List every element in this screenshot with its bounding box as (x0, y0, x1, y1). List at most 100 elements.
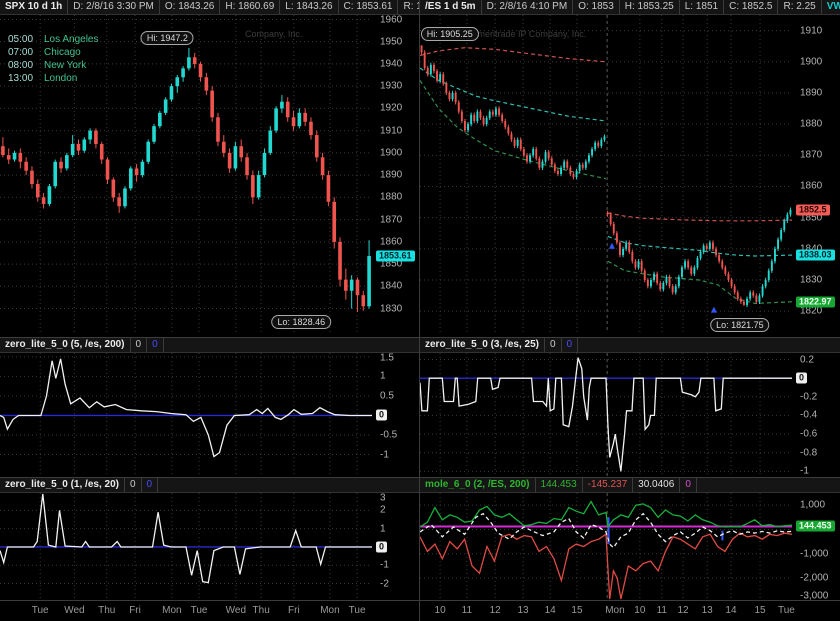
hi-lo-callout: Hi: 1947.2 (140, 31, 194, 46)
es-price-axis[interactable]: 1910 1900 1890 1880 1870 1860 1850 1840 1830 1820… (793, 15, 840, 333)
mole-indicator[interactable] (420, 493, 792, 600)
row-divider-2 (0, 477, 840, 478)
y-axis-label: 1890 (800, 87, 823, 99)
time-axis-label: 14 (544, 605, 556, 616)
hi-lo-callout: Lo: 1828.46 (271, 314, 332, 329)
y-axis-label: 1830 (380, 303, 403, 315)
timezone-time: 05:00 (8, 34, 34, 45)
spx-price-axis[interactable]: 1960 1950 1940 1930 1920 1910 1900 1890 1880 1870… (373, 15, 419, 333)
y-axis-label: 3 (380, 492, 386, 504)
right-time-axis[interactable]: 10 11 12 13 14 15 Mon 10 11 12 13 14 15 Tue (420, 601, 840, 621)
zero-lite-5-axis[interactable]: 1.5 1 0.5 -0.5 -1 0 (373, 353, 419, 476)
y-axis-label: 1830 (800, 274, 823, 286)
header-field: zero_lite_5_0 (1, /es, 20) (0, 478, 125, 492)
y-axis-label: 1860 (380, 236, 403, 248)
y-axis-label: 1850 (800, 212, 823, 224)
timezone-city: New York (44, 60, 87, 71)
y-axis-label: 1850 (380, 258, 403, 270)
time-axis-label: 13 (701, 605, 713, 616)
y-axis-label: 1920 (380, 102, 403, 114)
time-axis-label: Tue (348, 605, 366, 616)
header-field: 0 (562, 338, 579, 352)
price-badge: 1853.61 (376, 250, 415, 262)
row-divider-1 (0, 337, 840, 338)
time-axis-label: 10 (434, 605, 446, 616)
mole-header: mole_6_0 (2, /ES, 200) 144.453 -145.237 30.… (420, 478, 840, 493)
y-axis-label: -1 (380, 449, 389, 461)
price-badge: 0 (796, 372, 808, 384)
zero-lite-3-axis[interactable]: 0.2 -0.2 -0.4 -0.6 -0.8 -1 0 (793, 353, 840, 477)
y-axis-label: 1900 (800, 56, 823, 68)
header-field: 0 (125, 478, 142, 492)
zero-lite-1-axis[interactable]: 3 2 1 -1 -2 0 (373, 493, 419, 600)
y-axis-label: 1910 (380, 125, 403, 137)
y-axis-label: 1900 (380, 147, 403, 159)
time-axis-label: Fri (288, 605, 300, 616)
header-field: H: 1860.69 (220, 0, 281, 14)
column-divider (419, 0, 420, 621)
timezone-city: Chicago (44, 47, 81, 58)
time-axis-label: Tue (31, 605, 49, 616)
header-field: D: 2/8/16 4:10 PM (482, 0, 574, 14)
header-field: C: 1853.61 (339, 0, 399, 14)
y-axis-label: 1 (380, 523, 386, 535)
time-axis-label: Wed (64, 605, 85, 616)
time-axis-label: 10 (634, 605, 646, 616)
time-axis-label: Tue (777, 605, 795, 616)
y-axis-label: 1860 (800, 180, 823, 192)
header-field: -145.237 (583, 478, 634, 492)
timezone-row: 05:00 Los Angeles (8, 33, 99, 46)
time-axis-label: 11 (461, 605, 473, 616)
header-field: L: 1843.26 (280, 0, 339, 14)
hi-lo-callout: Hi: 1905.25 (420, 26, 479, 41)
y-axis-label: 2 (380, 504, 386, 516)
header-field: D: 2/8/16 3:30 PM (68, 0, 160, 14)
header-field: VWAP (-2.0, 2.0, DAY) (822, 0, 840, 14)
y-axis-label: 1870 (380, 214, 403, 226)
es-price-chart[interactable] (420, 15, 792, 333)
y-axis-label: 1840 (800, 243, 822, 254)
y-axis-label: -2 (380, 578, 389, 590)
header-field: zero_lite_5_0 (3, /es, 25) (420, 338, 545, 352)
header-field: 30.0406 (633, 478, 681, 492)
y-axis-label: 1840 (380, 280, 403, 292)
y-axis-label: -1,000 (800, 548, 829, 560)
y-axis-label: -3,000 (800, 590, 829, 602)
y-axis-label: 1910 (800, 25, 823, 37)
zero-lite-1-header: zero_lite_5_0 (1, /es, 20) 0 0 (0, 478, 419, 493)
left-time-axis[interactable]: Tue Wed Thu Fri Mon Tue Wed Thu Fri Mon Tue (0, 601, 419, 621)
time-axis-label: 15 (571, 605, 583, 616)
header-field: L: 1851 (680, 0, 725, 14)
y-axis-label: -2,000 (800, 572, 829, 584)
header-field: 0 (680, 478, 697, 492)
time-axis-label: Fri (129, 605, 141, 616)
header-field: H: 1853.25 (620, 0, 680, 14)
time-axis-label: 14 (725, 605, 737, 616)
header-field: mole_6_0 (2, /ES, 200) (420, 478, 536, 492)
y-axis-label: 0.5 (380, 390, 394, 402)
zero-lite-1-indicator[interactable] (0, 493, 372, 600)
y-axis-label: 1930 (380, 80, 403, 92)
y-axis-label: -0.8 (800, 447, 818, 459)
header-field: R: 2.25 (778, 0, 822, 14)
es-chart-header: /ES 1 d 5m D: 2/8/16 4:10 PM O: 1853 H: 185… (420, 0, 840, 15)
y-axis-label: 1880 (800, 118, 823, 130)
time-axis-label: Mon (320, 605, 340, 616)
time-axis-label: Mon (605, 605, 625, 616)
y-axis-label: -0.4 (800, 409, 818, 421)
header-field: C: 1852.5 (724, 0, 779, 14)
header-field: O: 1853 (573, 0, 620, 14)
price-badge: 144.453 (796, 520, 835, 532)
y-axis-label: 1870 (800, 149, 823, 161)
header-field: O: 1843.26 (160, 0, 221, 14)
time-axis-label: 13 (517, 605, 529, 616)
zero-lite-3-indicator[interactable] (420, 353, 792, 476)
watermark-text: 2015 © TD Ameritrade IP Company, Inc. (426, 29, 587, 39)
time-axis-label: 11 (656, 605, 667, 616)
timezone-row: 13:00 London (8, 72, 99, 85)
zero-lite-5-indicator[interactable] (0, 353, 372, 476)
spx-price-chart[interactable] (0, 15, 372, 333)
y-axis-label: 1820 (800, 305, 823, 317)
